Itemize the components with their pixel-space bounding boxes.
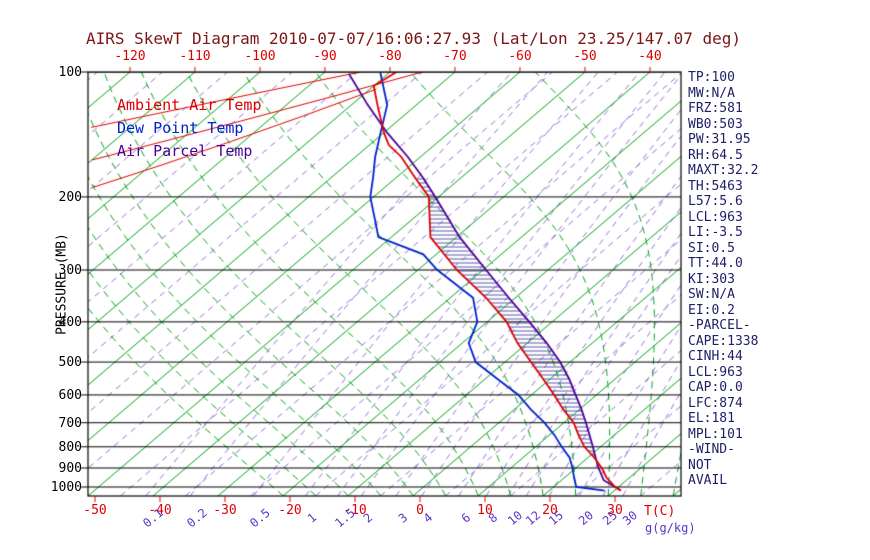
stat-line: SW:N/A — [688, 287, 735, 302]
top-temp-tick-label: -80 — [378, 49, 402, 64]
stat-line: TT:44.0 — [688, 256, 743, 271]
pressure-tick-label: 100 — [58, 65, 82, 80]
stat-line: PW:31.95 — [688, 132, 751, 147]
bottom-temp-tick-label: -40 — [148, 503, 172, 518]
pressure-tick-label: 700 — [58, 415, 82, 431]
stat-line: FRZ:581 — [688, 101, 743, 116]
pressure-tick-label: 800 — [58, 439, 82, 455]
top-temp-tick-label: -120 — [114, 49, 146, 64]
stat-line: L57:5.6 — [688, 194, 743, 209]
bottom-temp-tick-label: -20 — [278, 503, 302, 518]
bottom-temp-tick-label: -10 — [343, 503, 367, 518]
stat-line: LFC:874 — [688, 395, 743, 411]
bottom-temp-tick-label: -50 — [83, 503, 107, 518]
bottom-temp-tick-label: 0 — [416, 503, 424, 518]
stat-line: AVAIL — [688, 473, 728, 488]
top-temp-tick-label: -90 — [313, 49, 337, 64]
pressure-tick-label: 200 — [58, 189, 82, 205]
stat-line: EI:0.2 — [688, 302, 735, 318]
bottom-temp-tick-label: 10 — [477, 503, 493, 518]
stat-line: CAP:0.0 — [688, 380, 743, 395]
pressure-tick-label: 400 — [58, 314, 82, 330]
pressure-tick-label: 900 — [58, 461, 82, 476]
stat-line: EL:181 — [688, 411, 735, 426]
stat-line: TP:100 — [688, 70, 735, 85]
sounding-stats-panel: TP:100 MW:N/A FRZ:581 WB0:503 PW:31.95 RH:64.… — [688, 70, 758, 489]
temperature-unit-label: T(C) — [644, 504, 676, 519]
stat-line: MAXT:32.2 — [688, 163, 759, 178]
stat-line: CINH:44 — [688, 349, 743, 364]
top-temp-tick-label: -40 — [638, 49, 662, 64]
legend-item-ambient_temp: Ambient Air Temp — [117, 96, 262, 114]
stat-line: MW:N/A — [688, 85, 735, 101]
stat-line: LCL:963 — [688, 209, 743, 225]
legend-item-dew_point: Dew Point Temp — [117, 119, 244, 137]
stat-line: NOT — [688, 457, 712, 473]
stat-line: CAPE:1338 — [688, 333, 759, 349]
pressure-tick-label: 600 — [58, 387, 82, 403]
top-temp-tick-label: -60 — [508, 49, 532, 64]
page-title: AIRS SkewT Diagram 2010-07-07/16:06:27.9… — [86, 29, 742, 48]
stat-line: WB0:503 — [688, 116, 743, 132]
pressure-tick-label: 1000 — [50, 480, 82, 495]
bottom-temp-tick-label: 30 — [607, 503, 623, 518]
stat-line: SI:0.5 — [688, 240, 735, 256]
pressure-tick-label: 500 — [58, 355, 82, 371]
stat-line: RH:64.5 — [688, 147, 743, 163]
stat-line: LI:-3.5 — [688, 225, 743, 240]
legend-item-parcel_temp: Air Parcel Temp — [117, 142, 253, 160]
stat-line: -PARCEL- — [688, 318, 751, 333]
stat-line: KI:303 — [688, 271, 735, 287]
mixing-ratio-unit-label: g(g/kg) — [645, 521, 696, 535]
stat-line: TH:5463 — [688, 178, 743, 194]
stat-line: -WIND- — [688, 442, 735, 457]
top-temp-tick-label: -70 — [443, 49, 467, 64]
bottom-temp-tick-label: 20 — [542, 503, 558, 518]
pressure-tick-label: 300 — [58, 263, 82, 278]
top-temp-tick-label: -100 — [244, 49, 276, 64]
stat-line: LCL:963 — [688, 364, 743, 380]
top-temp-tick-label: -110 — [179, 49, 211, 64]
bottom-temp-tick-label: -30 — [213, 503, 237, 518]
stat-line: MPL:101 — [688, 426, 743, 442]
top-temp-tick-label: -50 — [573, 49, 597, 64]
